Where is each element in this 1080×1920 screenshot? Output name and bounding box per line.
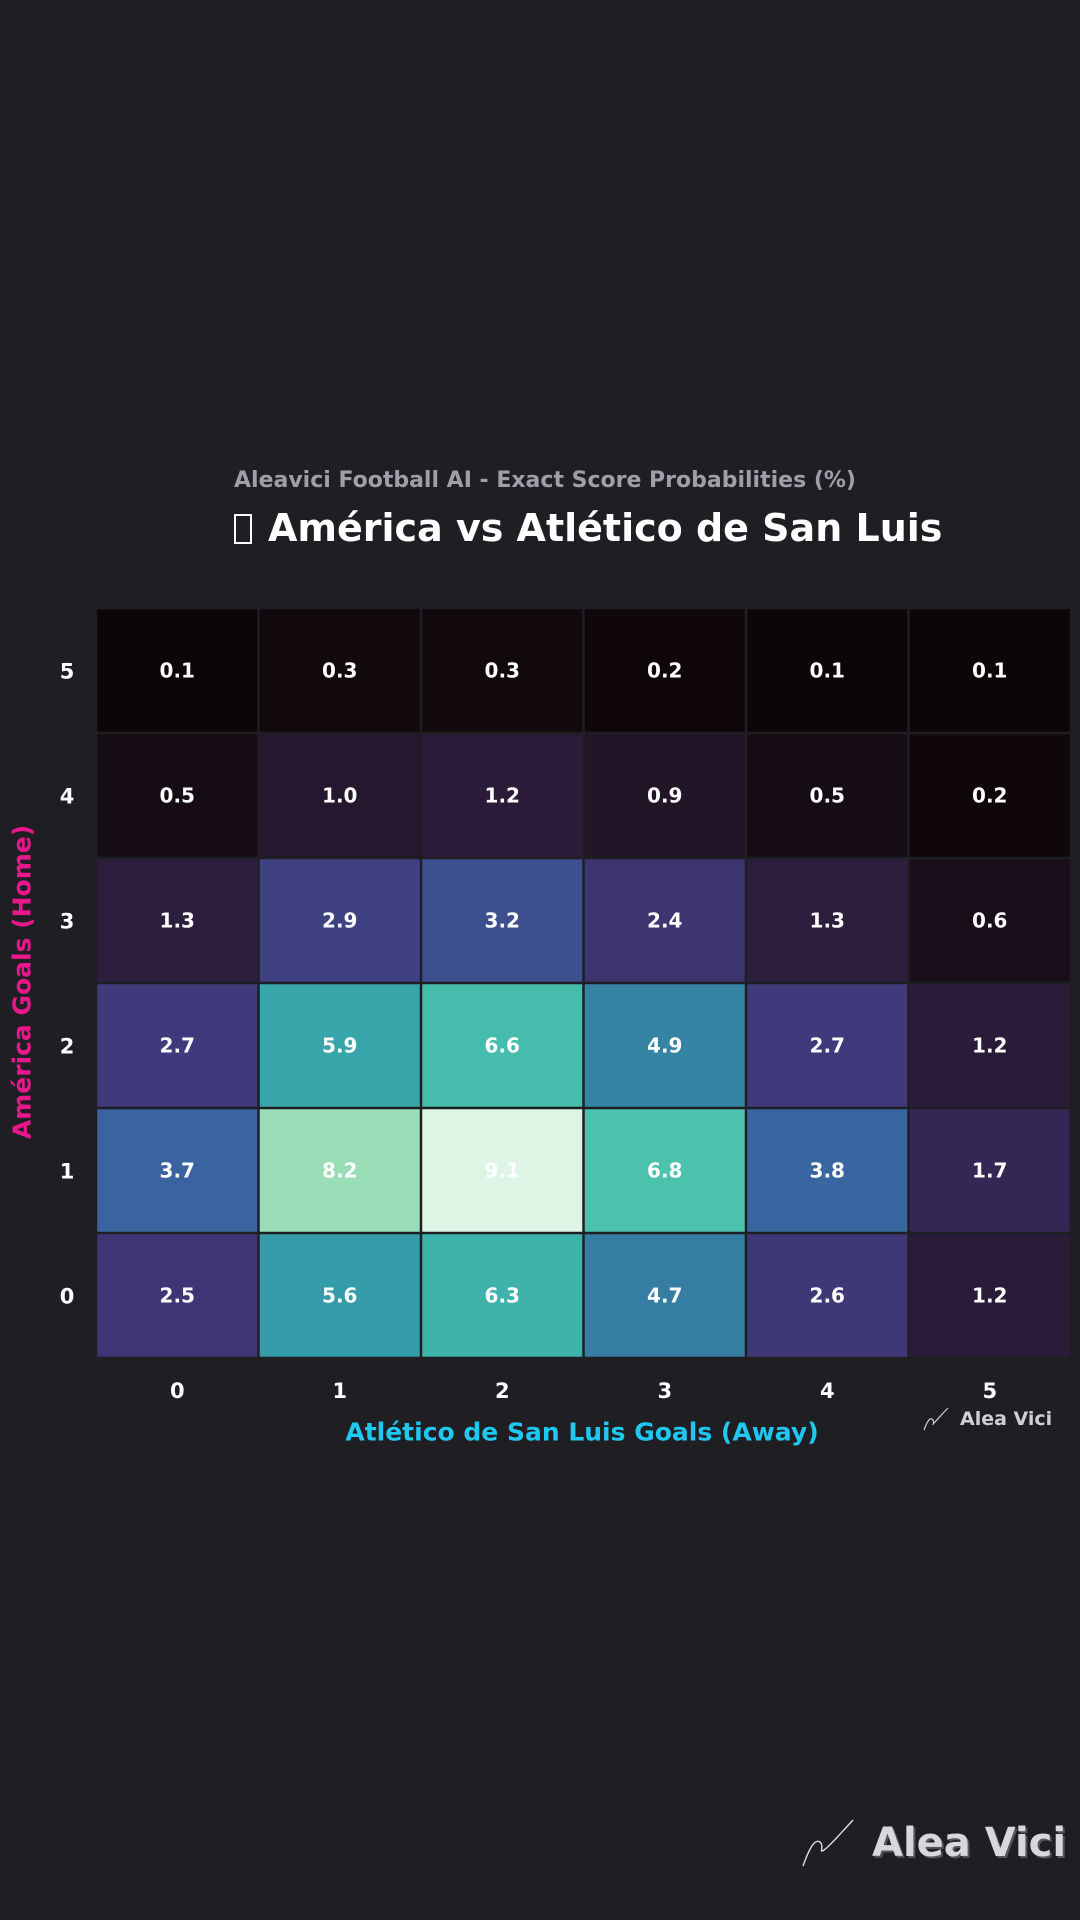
cell-value-label-5-2: 0.3: [485, 659, 520, 683]
cell-value-label-1-2: 9.1: [485, 1159, 520, 1183]
heatmap-cell-4-1: [259, 734, 420, 857]
chart-subtitle: Aleavici Football AI - Exact Score Proba…: [234, 468, 856, 493]
heatmap-cell-1-3: [584, 1109, 745, 1232]
cell-value-label-3-4: 1.3: [810, 909, 845, 933]
heatmap-cell-0-2: [422, 1234, 583, 1357]
heatmap-cell-5-4: [747, 609, 908, 732]
heatmap-cell-3-3: [584, 859, 745, 982]
signature-icon: [923, 1407, 949, 1431]
large-brand-logo: Alea Vici: [800, 1818, 1066, 1868]
heatmap-cell-2-3: [584, 984, 745, 1107]
cell-value-label-1-3: 6.8: [647, 1159, 682, 1183]
cell-value-label-3-0: 1.3: [160, 909, 195, 933]
cell-value-label-0-5: 1.2: [972, 1284, 1007, 1308]
heatmap-cell-4-0: [97, 734, 258, 857]
y-tick-label-5: 5: [60, 660, 75, 684]
cell-value-label-2-4: 2.7: [810, 1034, 845, 1058]
cell-value-label-3-3: 2.4: [647, 909, 682, 933]
cell-value-label-0-4: 2.6: [810, 1284, 845, 1308]
heatmap-cell-1-2: [422, 1109, 583, 1232]
small-brand-name: Alea Vici: [960, 1408, 1053, 1430]
x-axis-label: Atlético de San Luis Goals (Away): [345, 1417, 819, 1447]
heatmap-cell-2-5: [909, 984, 1070, 1107]
cell-value-label-2-1: 5.9: [322, 1034, 357, 1058]
x-tick-label-0: 0: [170, 1379, 185, 1403]
heatmap-cell-4-2: [422, 734, 583, 857]
cell-value-label-0-2: 6.3: [485, 1284, 520, 1308]
heatmap-cell-1-1: [259, 1109, 420, 1232]
heatmap-cell-2-1: [259, 984, 420, 1107]
large-brand-name: Alea Vici: [872, 1820, 1067, 1866]
heatmap-cell-5-3: [584, 609, 745, 732]
chart-title: América vs Atlético de San Luis: [234, 506, 942, 550]
heatmap-cell-4-5: [909, 734, 1070, 857]
heatmap-cell-4-4: [747, 734, 908, 857]
x-tick-label-2: 2: [495, 1379, 510, 1403]
cell-value-label-4-4: 0.5: [810, 784, 845, 808]
y-tick-label-3: 3: [60, 910, 75, 934]
cell-value-label-5-0: 0.1: [160, 659, 195, 683]
cell-value-label-2-5: 1.2: [972, 1034, 1007, 1058]
y-tick-label-2: 2: [60, 1035, 75, 1059]
cell-value-label-3-2: 3.2: [485, 909, 520, 933]
cell-value-label-3-5: 0.6: [972, 909, 1007, 933]
cell-value-label-4-3: 0.9: [647, 784, 682, 808]
heatmap-cell-3-1: [259, 859, 420, 982]
signature-icon: [802, 1819, 854, 1867]
missing-glyph-icon: [234, 514, 252, 544]
heatmap-cell-3-2: [422, 859, 583, 982]
heatmap-cell-2-4: [747, 984, 908, 1107]
heatmap-cell-1-0: [97, 1109, 258, 1232]
cell-value-label-5-3: 0.2: [647, 659, 682, 683]
heatmap-cell-4-3: [584, 734, 745, 857]
heatmap-cell-3-0: [97, 859, 258, 982]
score-heatmap: 2.5 5.6 6.3 4.7 2.6 1.2 3.7 8.2 9.1 6.8 3.8 1.7 2.7 5…: [60, 609, 1070, 1403]
x-tick-label-4: 4: [820, 1379, 835, 1403]
heatmap-cell-0-5: [909, 1234, 1070, 1357]
heatmap-cell-0-3: [584, 1234, 745, 1357]
cell-value-label-4-2: 1.2: [485, 784, 520, 808]
cell-value-label-2-3: 4.9: [647, 1034, 682, 1058]
x-tick-label-5: 5: [982, 1379, 997, 1403]
heatmap-cell-0-4: [747, 1234, 908, 1357]
cell-value-label-5-1: 0.3: [322, 659, 357, 683]
heatmap-cell-3-4: [747, 859, 908, 982]
cell-value-label-4-0: 0.5: [160, 784, 195, 808]
small-brand-logo: Alea Vici: [922, 1406, 1052, 1432]
cell-value-label-1-4: 3.8: [810, 1159, 845, 1183]
y-axis-label: América Goals (Home): [7, 824, 37, 1140]
cell-value-label-3-1: 2.9: [322, 909, 357, 933]
x-tick-label-1: 1: [332, 1379, 347, 1403]
cell-value-label-4-1: 1.0: [322, 784, 357, 808]
y-tick-label-1: 1: [60, 1160, 75, 1184]
cell-value-label-5-4: 0.1: [810, 659, 845, 683]
cell-value-label-1-1: 8.2: [322, 1159, 357, 1183]
heatmap-cell-5-5: [909, 609, 1070, 732]
y-tick-label-4: 4: [60, 785, 75, 809]
chart-title-text: América vs Atlético de San Luis: [268, 506, 943, 550]
cell-value-label-0-0: 2.5: [160, 1284, 195, 1308]
cell-value-label-4-5: 0.2: [972, 784, 1007, 808]
cell-value-label-2-2: 6.6: [485, 1034, 520, 1058]
heatmap-cell-2-2: [422, 984, 583, 1107]
heatmap-cell-3-5: [909, 859, 1070, 982]
cell-value-label-1-0: 3.7: [160, 1159, 195, 1183]
cell-value-label-5-5: 0.1: [972, 659, 1007, 683]
heatmap-cell-1-5: [909, 1109, 1070, 1232]
heatmap-cell-5-2: [422, 609, 583, 732]
cell-value-label-0-1: 5.6: [322, 1284, 357, 1308]
heatmap-cell-0-1: [259, 1234, 420, 1357]
heatmap-cell-5-0: [97, 609, 258, 732]
cell-value-label-2-0: 2.7: [160, 1034, 195, 1058]
heatmap-cell-1-4: [747, 1109, 908, 1232]
cell-value-label-1-5: 1.7: [972, 1159, 1007, 1183]
cell-value-label-0-3: 4.7: [647, 1284, 682, 1308]
x-tick-label-3: 3: [657, 1379, 672, 1403]
y-tick-label-0: 0: [60, 1285, 75, 1309]
heatmap-cell-2-0: [97, 984, 258, 1107]
heatmap-cell-0-0: [97, 1234, 258, 1357]
heatmap-cell-5-1: [259, 609, 420, 732]
